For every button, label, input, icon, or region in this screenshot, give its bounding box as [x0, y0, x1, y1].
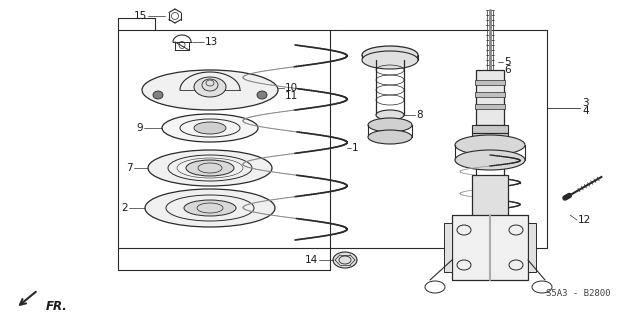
Ellipse shape [194, 122, 226, 134]
Text: 3: 3 [582, 98, 589, 108]
Ellipse shape [142, 70, 278, 110]
Bar [444, 223, 452, 272]
Bar [476, 70, 504, 125]
Ellipse shape [186, 160, 234, 176]
Text: 12: 12 [578, 215, 591, 225]
Text: 9: 9 [136, 123, 143, 133]
Ellipse shape [368, 130, 412, 144]
Ellipse shape [455, 135, 525, 155]
Text: 13: 13 [205, 37, 218, 47]
Bar [472, 133, 508, 141]
Text: 4: 4 [582, 106, 589, 116]
Text: 7: 7 [126, 163, 133, 173]
Text: 5: 5 [504, 57, 511, 67]
Bar [472, 175, 508, 235]
Bar [475, 92, 505, 97]
Text: FR.: FR. [46, 300, 68, 313]
Bar [472, 125, 508, 133]
Text: 1: 1 [352, 143, 358, 153]
Ellipse shape [333, 252, 357, 268]
Ellipse shape [148, 150, 272, 186]
Ellipse shape [472, 229, 508, 241]
Ellipse shape [368, 118, 412, 132]
Bar [452, 215, 528, 280]
Bar [475, 104, 505, 109]
Bar [475, 80, 505, 85]
Ellipse shape [376, 110, 404, 120]
Text: 14: 14 [305, 255, 318, 265]
Ellipse shape [362, 51, 418, 69]
Ellipse shape [184, 200, 236, 216]
Text: 15: 15 [134, 11, 147, 21]
Text: 2: 2 [122, 203, 128, 213]
Bar [528, 223, 536, 272]
Ellipse shape [257, 91, 267, 99]
Ellipse shape [362, 46, 418, 64]
Ellipse shape [455, 150, 525, 170]
Text: 11: 11 [285, 91, 298, 101]
Text: 6: 6 [504, 65, 511, 75]
Ellipse shape [145, 189, 275, 227]
Text: S5A3 - B2800: S5A3 - B2800 [545, 289, 610, 298]
Text: 10: 10 [285, 83, 298, 93]
Ellipse shape [153, 91, 163, 99]
Text: 8: 8 [416, 110, 422, 120]
Ellipse shape [194, 77, 226, 97]
Ellipse shape [162, 114, 258, 142]
